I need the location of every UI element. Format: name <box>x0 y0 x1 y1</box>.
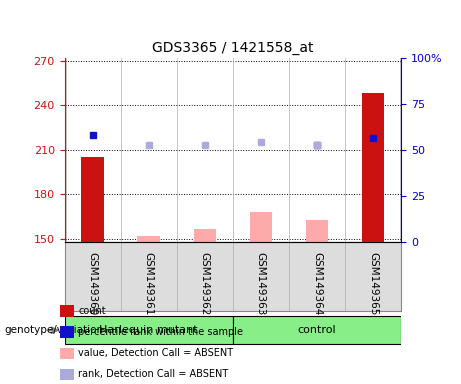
Bar <box>194 228 216 242</box>
Bar <box>362 93 384 242</box>
Text: GSM149365: GSM149365 <box>368 252 378 316</box>
FancyBboxPatch shape <box>233 316 401 344</box>
Text: GSM149364: GSM149364 <box>312 252 322 316</box>
Text: genotype/variation: genotype/variation <box>5 325 104 335</box>
Title: GDS3365 / 1421558_at: GDS3365 / 1421558_at <box>152 41 313 55</box>
Bar <box>82 157 104 242</box>
Text: GSM149360: GSM149360 <box>88 252 98 316</box>
Bar <box>250 212 272 242</box>
Text: GSM149362: GSM149362 <box>200 252 210 316</box>
Text: value, Detection Call = ABSENT: value, Detection Call = ABSENT <box>78 348 233 358</box>
Text: percentile rank within the sample: percentile rank within the sample <box>78 327 243 337</box>
Bar <box>306 220 328 242</box>
Text: Harlequin mutant: Harlequin mutant <box>100 325 198 335</box>
Text: GSM149361: GSM149361 <box>144 252 154 316</box>
FancyBboxPatch shape <box>65 316 233 344</box>
Text: count: count <box>78 306 106 316</box>
Text: rank, Detection Call = ABSENT: rank, Detection Call = ABSENT <box>78 369 229 379</box>
Text: control: control <box>298 325 336 335</box>
Text: GSM149363: GSM149363 <box>256 252 266 316</box>
Bar <box>306 220 328 242</box>
Bar <box>137 236 160 242</box>
